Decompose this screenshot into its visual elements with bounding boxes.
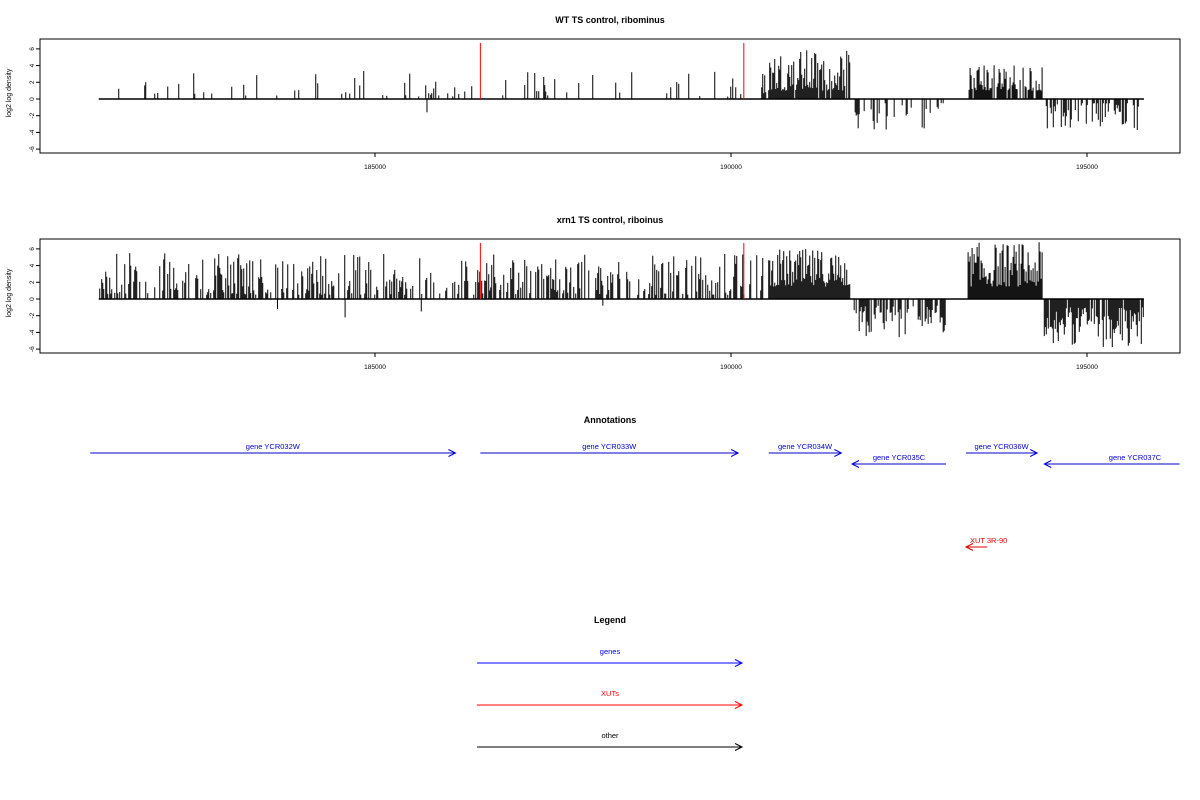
arrow-head xyxy=(834,449,843,457)
x-tick-label: 195000 xyxy=(1076,164,1098,171)
annotation-label: gene YCR033W xyxy=(582,442,637,451)
annotation-label: gene YCR036W xyxy=(975,442,1030,451)
annotations-panel: Annotations gene YCR032W gene YCR033W gene… xyxy=(90,415,1180,551)
legend-item-other: other xyxy=(477,731,744,751)
legend-title: Legend xyxy=(594,615,626,625)
arrow-head xyxy=(730,449,740,457)
legend: Legend genes XUTs other xyxy=(477,615,744,751)
y-tick-label: -4 xyxy=(29,329,36,335)
annotation-label: gene YCR037C xyxy=(1109,453,1162,462)
legend-label: genes xyxy=(600,647,621,656)
annotation-gene-ycr037c: gene YCR037C xyxy=(1043,453,1180,468)
annotations-title: Annotations xyxy=(584,415,637,425)
y-axis: -6 -4 -2 0 2 4 6 xyxy=(29,47,40,152)
legend-item-genes: genes xyxy=(477,647,744,667)
arrow-head xyxy=(964,543,974,551)
annotation-label: gene YCR032W xyxy=(246,442,301,451)
y-tick-label: 6 xyxy=(29,247,36,251)
y-tick-label: 4 xyxy=(29,63,36,67)
legend-label: other xyxy=(601,731,619,740)
y-tick-label: 0 xyxy=(29,97,36,101)
y-axis-label: log2 log density xyxy=(6,68,13,117)
annotation-gene-ycr034w: gene YCR034W xyxy=(768,442,843,457)
annotation-gene-ycr033w: gene YCR033W xyxy=(480,442,740,457)
plot-frame xyxy=(39,38,1181,154)
legend-items: genes XUTs other xyxy=(477,647,744,751)
legend-item-xuts: XUTs xyxy=(477,689,744,709)
y-tick-label: 0 xyxy=(29,297,36,301)
y-tick-label: 6 xyxy=(29,47,36,51)
panel-title: xrn1 TS control, riboinus xyxy=(557,215,664,225)
y-tick-label: -6 xyxy=(29,146,36,152)
arrow-head xyxy=(448,449,457,457)
x-tick-label: 185000 xyxy=(364,164,386,171)
y-tick-label: -6 xyxy=(29,346,36,352)
panel-title: WT TS control, ribominus xyxy=(555,15,665,25)
y-tick-label: -2 xyxy=(29,112,36,118)
bars xyxy=(98,43,1144,131)
x-tick-label: 190000 xyxy=(720,164,742,171)
y-axis: -6 -4 -2 0 2 4 6 xyxy=(29,247,40,352)
y-axis-label: log2 log density xyxy=(6,268,13,317)
arrow-head xyxy=(734,743,744,751)
annotation-xut-3r-90: XUT 3R-90 xyxy=(964,536,1007,551)
y-tick-label: 2 xyxy=(29,280,36,284)
x-tick-label: 195000 xyxy=(1076,364,1098,371)
panel-wt: WT TS control, ribominus log2 log densit… xyxy=(6,15,1181,171)
annotation-gene-ycr032w: gene YCR032W xyxy=(90,442,457,457)
arrow-head xyxy=(1029,449,1039,457)
x-axis: 185000 190000 195000 xyxy=(364,153,1098,171)
annotation-items: gene YCR032W gene YCR033W gene YCR034W gene… xyxy=(90,442,1180,551)
legend-label: XUTs xyxy=(601,689,619,698)
arrow-head xyxy=(850,460,860,468)
arrow-head xyxy=(1043,460,1052,468)
y-tick-label: -4 xyxy=(29,129,36,135)
x-axis: 185000 190000 195000 xyxy=(364,353,1098,371)
bars xyxy=(98,242,1144,348)
x-tick-label: 185000 xyxy=(364,364,386,371)
y-tick-label: 4 xyxy=(29,263,36,267)
annotation-label: XUT 3R-90 xyxy=(970,536,1007,545)
annotation-label: gene YCR034W xyxy=(778,442,833,451)
plot-frame xyxy=(39,238,1181,354)
annotation-gene-ycr036w: gene YCR036W xyxy=(965,442,1039,457)
y-tick-label: 2 xyxy=(29,80,36,84)
annotation-label: gene YCR035C xyxy=(873,453,926,462)
annotation-gene-ycr035c: gene YCR035C xyxy=(850,453,947,468)
panel-xrn1: xrn1 TS control, riboinus log2 log densi… xyxy=(6,215,1181,371)
x-tick-label: 190000 xyxy=(720,364,742,371)
y-tick-label: -2 xyxy=(29,312,36,318)
arrow-head xyxy=(734,659,744,667)
arrow-head xyxy=(734,701,744,709)
